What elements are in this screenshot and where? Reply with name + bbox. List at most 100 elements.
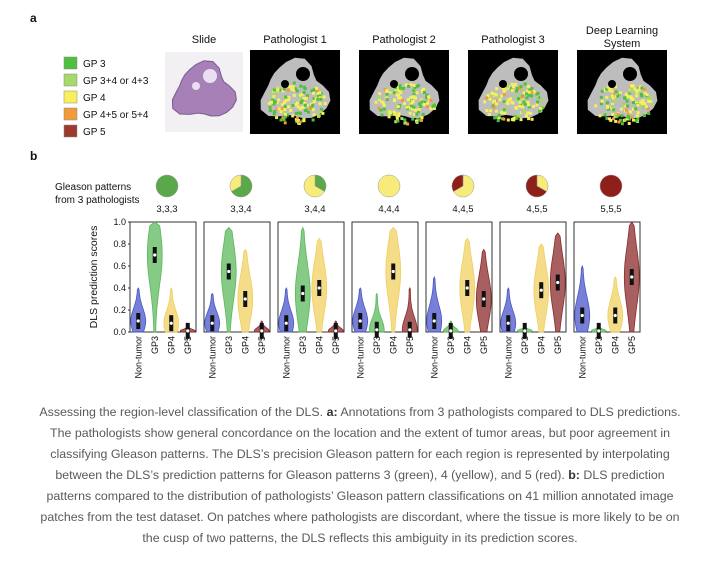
annotation-dot xyxy=(497,95,501,99)
annotation-dot xyxy=(522,91,526,95)
legend-label: GP 3 xyxy=(83,59,106,70)
pie-label: 3,3,4 xyxy=(230,204,251,215)
annotation-dot xyxy=(418,102,422,106)
annotation-dot xyxy=(503,111,507,115)
annotation-dot xyxy=(426,101,430,105)
annotation-dot xyxy=(616,94,620,98)
annotation-dot xyxy=(322,95,326,99)
tissue-hole xyxy=(296,67,310,81)
violin-median xyxy=(317,286,321,290)
annotation-dot xyxy=(312,113,316,117)
annotation-dot xyxy=(598,114,602,118)
annotation-dot xyxy=(605,116,609,120)
annotation-dot xyxy=(506,102,510,105)
annotation-dot xyxy=(281,89,285,93)
annotation-dot xyxy=(304,108,308,112)
annotation-dot xyxy=(296,101,299,105)
x-tick-label: Non-tumor xyxy=(355,336,365,379)
tissue-hole xyxy=(281,80,289,88)
tissue-hole xyxy=(192,82,200,90)
violin-median xyxy=(375,328,379,332)
annotation-dot xyxy=(514,115,517,119)
annotation-dot xyxy=(495,102,499,106)
violin-median xyxy=(523,329,527,333)
y-tick-label: 0.8 xyxy=(113,239,126,249)
annotation-dot xyxy=(624,92,628,96)
x-tick-label: GP4 xyxy=(462,336,472,354)
annotation-dot xyxy=(633,87,637,91)
violin xyxy=(204,292,221,333)
annotation-dot xyxy=(515,89,519,93)
annotation-dot xyxy=(493,99,496,103)
annotation-dot xyxy=(407,106,411,109)
annotation-dot xyxy=(381,101,385,105)
annotation-dot xyxy=(608,88,612,92)
annotation-dot xyxy=(626,115,630,119)
pie-label: 4,4,4 xyxy=(378,204,399,215)
annotation-dot xyxy=(514,106,518,110)
violin xyxy=(294,226,311,333)
violin xyxy=(368,292,385,333)
annotation-dot xyxy=(519,102,522,106)
annotation-dot xyxy=(299,107,302,111)
annotation-dot xyxy=(317,114,321,118)
annotation-dot xyxy=(640,86,644,90)
annotation-dot xyxy=(410,100,414,104)
annotation-dot xyxy=(518,104,522,108)
annotation-dot xyxy=(611,96,615,100)
caption-text: Assessing the region-level classificatio… xyxy=(39,405,327,419)
annotation-dot xyxy=(500,111,504,115)
annotation-dot xyxy=(377,106,381,110)
annotation-dot xyxy=(419,98,423,102)
pie-slice xyxy=(303,174,325,198)
annotation-dot xyxy=(645,93,649,97)
annotation-dot xyxy=(291,85,295,89)
annotation-dot xyxy=(272,102,276,106)
annotation-dot xyxy=(397,114,401,118)
figure: a GP 3 GP 3+4 or 4+3 GP 4 GP 4+5 or 5+4 GP 5 S… xyxy=(30,11,667,379)
x-tick-label: GP5 xyxy=(405,336,415,354)
pie-slice xyxy=(453,174,475,198)
annotation-dot xyxy=(279,118,283,122)
annotation-dot xyxy=(612,117,616,121)
annotation-dot xyxy=(420,100,424,104)
annotation-dot xyxy=(415,91,419,95)
pie-slice xyxy=(155,174,179,198)
x-tick-label: GP4 xyxy=(610,336,620,354)
annotation-dot xyxy=(523,102,527,106)
violin xyxy=(130,287,147,333)
violin xyxy=(278,287,295,333)
annotation-dot xyxy=(606,85,610,89)
annotation-dot xyxy=(488,97,492,101)
annotation-dot xyxy=(283,104,287,108)
x-tick-label: GP5 xyxy=(627,336,637,354)
annotation-dot xyxy=(611,113,615,116)
annotation-dot xyxy=(390,112,394,116)
violin-median xyxy=(169,321,173,325)
violin-median xyxy=(301,291,305,296)
annotation-dot xyxy=(494,93,498,97)
annotation-dot xyxy=(274,91,278,95)
column-title: Pathologist 3 xyxy=(481,34,545,46)
panel-frame xyxy=(129,221,197,333)
annotation-dot xyxy=(413,113,417,116)
column-title: System xyxy=(604,38,641,50)
annotation-dot xyxy=(526,89,530,93)
annotation-dot xyxy=(497,116,501,120)
annotation-dot xyxy=(272,88,276,92)
annotation-dot xyxy=(530,94,533,98)
annotation-dot xyxy=(411,117,415,121)
annotation-dot xyxy=(401,87,405,90)
violin-median xyxy=(613,313,617,318)
annotation-dot xyxy=(406,122,410,126)
annotation-dot xyxy=(385,89,389,93)
annotation-dot xyxy=(319,97,323,101)
pie-slice xyxy=(229,174,242,192)
annotation-dot xyxy=(614,119,618,123)
annotation-dot xyxy=(649,99,653,103)
annotation-dot xyxy=(628,117,632,121)
annotation-dot xyxy=(378,92,382,96)
annotation-dot xyxy=(380,100,384,104)
annotation-dot xyxy=(527,103,531,107)
